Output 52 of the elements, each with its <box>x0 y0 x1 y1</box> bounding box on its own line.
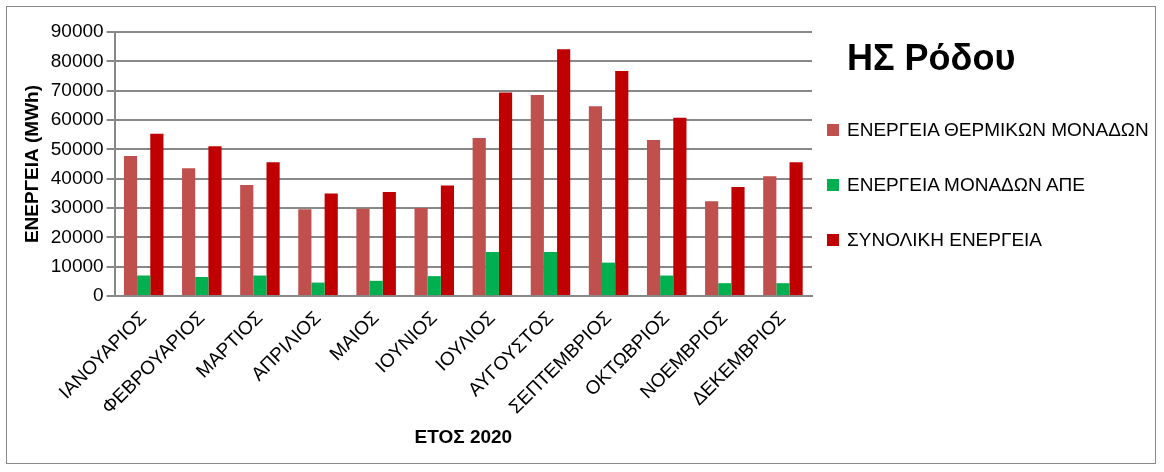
bar <box>588 106 603 296</box>
bar <box>324 193 338 296</box>
bar <box>763 176 777 296</box>
y-tick-label: 30000 <box>50 196 104 218</box>
y-tick-label: 40000 <box>50 166 104 188</box>
bar <box>776 283 790 296</box>
y-axis-title: ΕΝΕΡΓΕΙΑ (MWh) <box>20 84 42 244</box>
bar <box>240 184 254 296</box>
bar <box>266 162 280 296</box>
legend-label: ΕΝΕΡΓΕΙΑ ΜΟΝΑΔΩΝ ΑΠΕ <box>847 173 1085 197</box>
text: ΗΣ Ρόδου <box>847 37 1017 79</box>
bar <box>705 201 719 296</box>
legend-label: ΣΥΝΟΛΙΚΗ ΕΝΕΡΓΕΙΑ <box>847 228 1043 252</box>
bar <box>427 276 441 296</box>
y-tick-label: 50000 <box>50 137 104 159</box>
bar <box>472 137 486 296</box>
y-tick-label: 70000 <box>50 78 104 100</box>
bar <box>615 71 629 296</box>
bar <box>530 95 544 296</box>
bar <box>182 168 196 296</box>
bar <box>195 277 209 296</box>
bar <box>602 262 616 296</box>
y-tick-label: 20000 <box>50 225 104 247</box>
y-tick-label: 10000 <box>50 254 104 276</box>
bar <box>789 162 803 296</box>
bar <box>150 133 164 296</box>
x-axis-title: ΕΤΟΣ 2020 <box>414 425 513 447</box>
bar <box>208 146 222 296</box>
bar <box>298 209 312 296</box>
bar <box>498 92 513 296</box>
y-tick-label: 0 <box>93 284 104 306</box>
y-tick-label: 90000 <box>50 20 104 42</box>
bar <box>414 208 428 296</box>
y-tick-label: 80000 <box>50 49 104 71</box>
bar <box>369 280 383 296</box>
bar <box>557 49 571 296</box>
bar <box>485 252 499 296</box>
bar <box>543 252 558 296</box>
bar <box>731 186 745 296</box>
bar <box>123 156 138 296</box>
bar <box>382 191 396 296</box>
bar <box>646 139 661 296</box>
bar <box>440 185 455 296</box>
bar <box>253 275 267 296</box>
bar <box>673 117 687 296</box>
bar <box>660 275 674 296</box>
bar <box>311 282 325 296</box>
legend-label: ΕΝΕΡΓΕΙΑ ΘΕΡΜΙΚΩΝ ΜΟΝΑΔΩΝ <box>847 118 1149 142</box>
bar <box>718 283 732 296</box>
bar <box>356 208 370 296</box>
y-tick-label: 60000 <box>50 108 104 130</box>
bar <box>137 275 151 296</box>
